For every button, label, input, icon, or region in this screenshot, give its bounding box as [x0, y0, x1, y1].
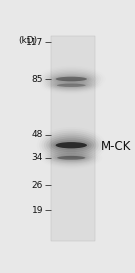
Text: 117: 117: [26, 38, 43, 47]
Text: 34: 34: [32, 153, 43, 162]
Text: 19: 19: [32, 206, 43, 215]
Text: (kD): (kD): [18, 36, 37, 45]
Ellipse shape: [53, 75, 89, 83]
Ellipse shape: [51, 138, 92, 152]
Ellipse shape: [57, 84, 86, 87]
Text: 85: 85: [32, 75, 43, 84]
Ellipse shape: [57, 156, 85, 160]
Ellipse shape: [48, 136, 94, 154]
Ellipse shape: [56, 77, 87, 81]
Text: 48: 48: [32, 130, 43, 139]
Ellipse shape: [46, 135, 96, 156]
FancyBboxPatch shape: [51, 36, 95, 241]
Ellipse shape: [56, 142, 87, 149]
Text: 26: 26: [32, 181, 43, 190]
Text: M-CK: M-CK: [101, 140, 131, 153]
Ellipse shape: [53, 140, 89, 150]
